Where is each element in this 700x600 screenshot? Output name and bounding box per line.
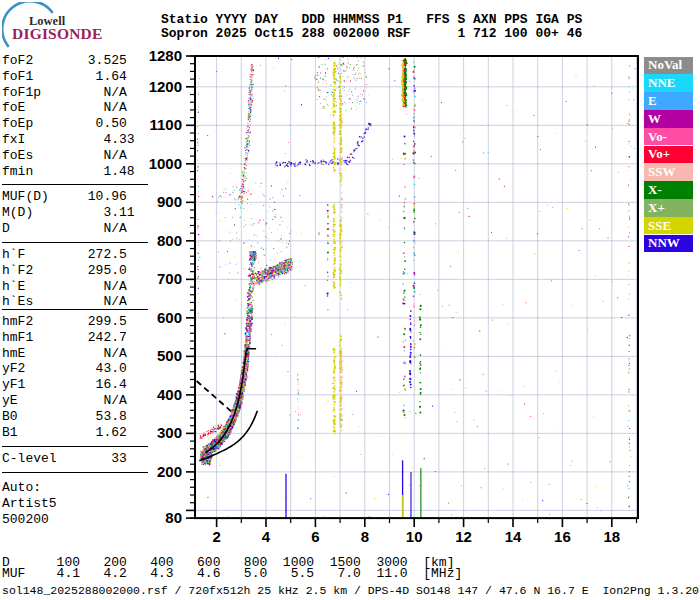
svg-text:14: 14 <box>505 528 522 545</box>
svg-text:16: 16 <box>554 528 571 545</box>
svg-text:700: 700 <box>157 270 182 287</box>
svg-text:300: 300 <box>157 424 182 441</box>
svg-text:200: 200 <box>157 463 182 480</box>
svg-text:500: 500 <box>157 347 182 364</box>
svg-text:400: 400 <box>157 386 182 403</box>
svg-text:600: 600 <box>157 309 182 326</box>
svg-text:1100: 1100 <box>149 116 182 133</box>
svg-text:1000: 1000 <box>149 155 182 172</box>
svg-text:18: 18 <box>603 528 620 545</box>
svg-text:1280: 1280 <box>149 47 182 64</box>
svg-text:4: 4 <box>262 528 271 545</box>
svg-text:10: 10 <box>406 528 423 545</box>
svg-text:2: 2 <box>212 528 220 545</box>
svg-text:80: 80 <box>165 509 182 526</box>
svg-text:6: 6 <box>311 528 319 545</box>
svg-text:12: 12 <box>455 528 472 545</box>
svg-text:800: 800 <box>157 232 182 249</box>
svg-text:8: 8 <box>361 528 369 545</box>
svg-text:1200: 1200 <box>149 78 182 95</box>
svg-text:900: 900 <box>157 193 182 210</box>
